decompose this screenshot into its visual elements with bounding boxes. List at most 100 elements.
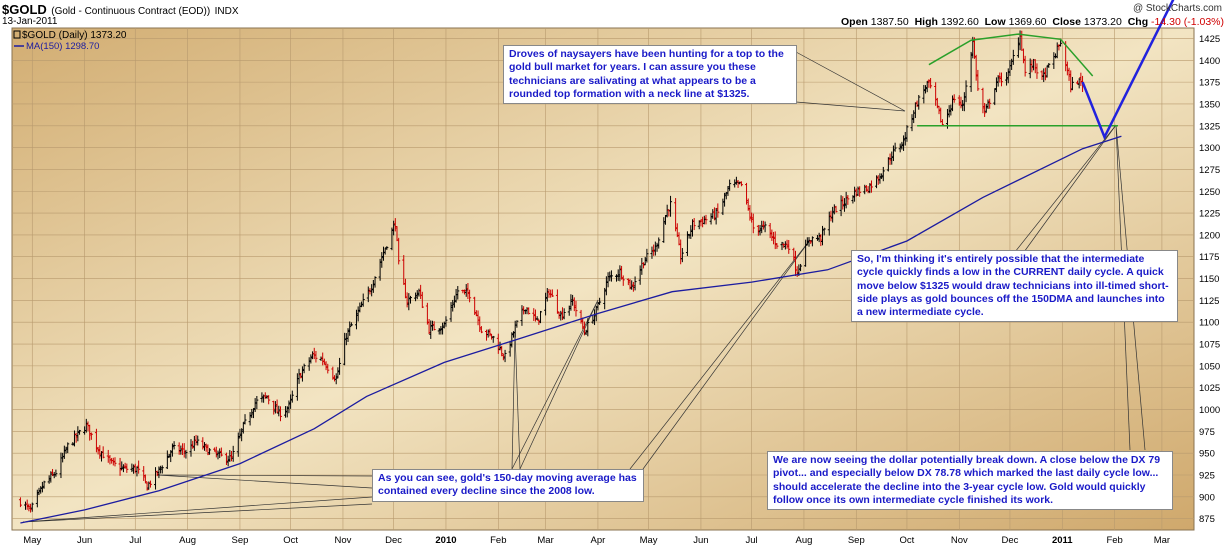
- price-bar: [633, 276, 637, 291]
- annotation-pointer: [1014, 124, 1117, 253]
- price-bar: [1035, 63, 1039, 79]
- price-bar: [550, 289, 554, 297]
- price-bar: [160, 465, 164, 474]
- price-bar: [491, 335, 495, 343]
- y-tick-label: 1375: [1199, 78, 1220, 89]
- x-tick-label: Mar: [1154, 535, 1170, 546]
- y-tick-label: 925: [1199, 470, 1215, 481]
- x-tick-label: Dec: [1001, 535, 1018, 546]
- annotation-pointer: [22, 503, 373, 523]
- price-bar: [940, 119, 944, 126]
- x-tick-label: Jul: [129, 535, 141, 546]
- price-bar: [326, 363, 330, 374]
- y-tick-label: 1225: [1199, 209, 1220, 220]
- price-bar: [680, 248, 684, 263]
- price-bar: [219, 447, 223, 457]
- price-bar: [78, 429, 82, 435]
- price-bar: [780, 241, 784, 251]
- price-bar: [586, 318, 590, 337]
- close-label: Close: [1052, 16, 1081, 28]
- price-bar: [479, 326, 483, 334]
- x-tick-label: Apr: [591, 535, 606, 546]
- y-tick-label: 1250: [1199, 187, 1220, 198]
- price-bar: [728, 179, 732, 191]
- open-label: Open: [841, 16, 868, 28]
- low-label: Low: [984, 16, 1006, 28]
- annotation-pointer: [511, 299, 599, 470]
- legend-ma: MA(150) 1298.70: [26, 41, 99, 52]
- price-bar: [432, 321, 436, 331]
- x-tick-label: Sep: [232, 535, 249, 546]
- price-bar: [810, 236, 814, 247]
- price-bar: [598, 297, 602, 305]
- price-bar: [562, 308, 566, 320]
- price-bar: [515, 320, 519, 328]
- watermark: @ StockCharts.com: [1132, 3, 1222, 14]
- price-bar: [278, 406, 282, 422]
- price-bar: [527, 307, 531, 315]
- price-bar: [574, 300, 578, 317]
- price-bar: [101, 446, 105, 459]
- price-bar: [716, 203, 720, 218]
- price-bar: [1047, 62, 1051, 68]
- price-bar: [692, 218, 696, 231]
- price-bar: [621, 275, 625, 286]
- chart-date: 13-Jan-2011: [2, 16, 58, 27]
- price-bar: [775, 243, 779, 249]
- price-bar: [787, 240, 791, 254]
- price-bar: [539, 310, 543, 324]
- price-bar: [822, 227, 826, 236]
- ma150-line: [20, 135, 1122, 524]
- price-bar: [869, 180, 873, 193]
- annotation-pointer: [511, 331, 516, 470]
- x-tick-label: Nov: [951, 535, 968, 546]
- annotation-pointer: [642, 239, 811, 470]
- annotation-pointer: [156, 474, 373, 489]
- annotation-bottom-right: We are now seeing the dollar potentially…: [767, 451, 1173, 511]
- low-value: 1369.60: [1008, 16, 1047, 28]
- price-bar: [881, 166, 885, 182]
- annotation-pointer: [795, 51, 906, 112]
- x-tick-label: Mar: [537, 535, 553, 546]
- price-bar: [846, 195, 850, 205]
- projection-line: [1081, 0, 1175, 141]
- price-bar: [669, 195, 673, 217]
- price-bar: [983, 102, 987, 117]
- price-bar: [143, 474, 147, 484]
- price-bar: [858, 186, 862, 197]
- annotation-pointer: [519, 299, 599, 470]
- price-bar: [645, 248, 649, 263]
- y-tick-label: 1125: [1199, 296, 1219, 307]
- price-bar: [609, 270, 613, 282]
- y-tick-label: 1175: [1199, 252, 1219, 263]
- legend-price: $GOLD (Daily) 1373.20: [22, 30, 127, 41]
- price-bar: [338, 357, 342, 375]
- price-bar: [409, 295, 413, 304]
- price-bar: [361, 293, 365, 307]
- price-bar: [30, 502, 34, 512]
- grid-lines: [12, 28, 1194, 530]
- price-bar: [917, 94, 921, 110]
- price-bar: [385, 246, 389, 250]
- price-bar: [243, 414, 247, 425]
- rounded-top-line: [928, 33, 1094, 77]
- price-bar: [373, 276, 377, 288]
- price-bar: [929, 77, 933, 89]
- price-bar: [348, 321, 352, 336]
- price-bar: [148, 480, 152, 488]
- x-tick-label: 2011: [1052, 535, 1073, 546]
- price-bar: [1000, 72, 1004, 87]
- price-bar: [397, 237, 401, 265]
- price-bar: [834, 205, 838, 213]
- price-bar: [964, 80, 968, 103]
- price-bar: [208, 448, 212, 455]
- legend: $GOLD (Daily) 1373.20 MA(150) 1298.70: [13, 30, 127, 52]
- price-bar: [302, 363, 306, 374]
- close-value: 1373.20: [1083, 16, 1122, 28]
- price-bar: [535, 316, 539, 321]
- chg-label: Chg: [1127, 16, 1149, 28]
- x-tick-label: Oct: [283, 535, 298, 546]
- price-bar: [113, 457, 117, 467]
- price-bar: [503, 349, 507, 363]
- y-tick-label: 1400: [1199, 56, 1220, 67]
